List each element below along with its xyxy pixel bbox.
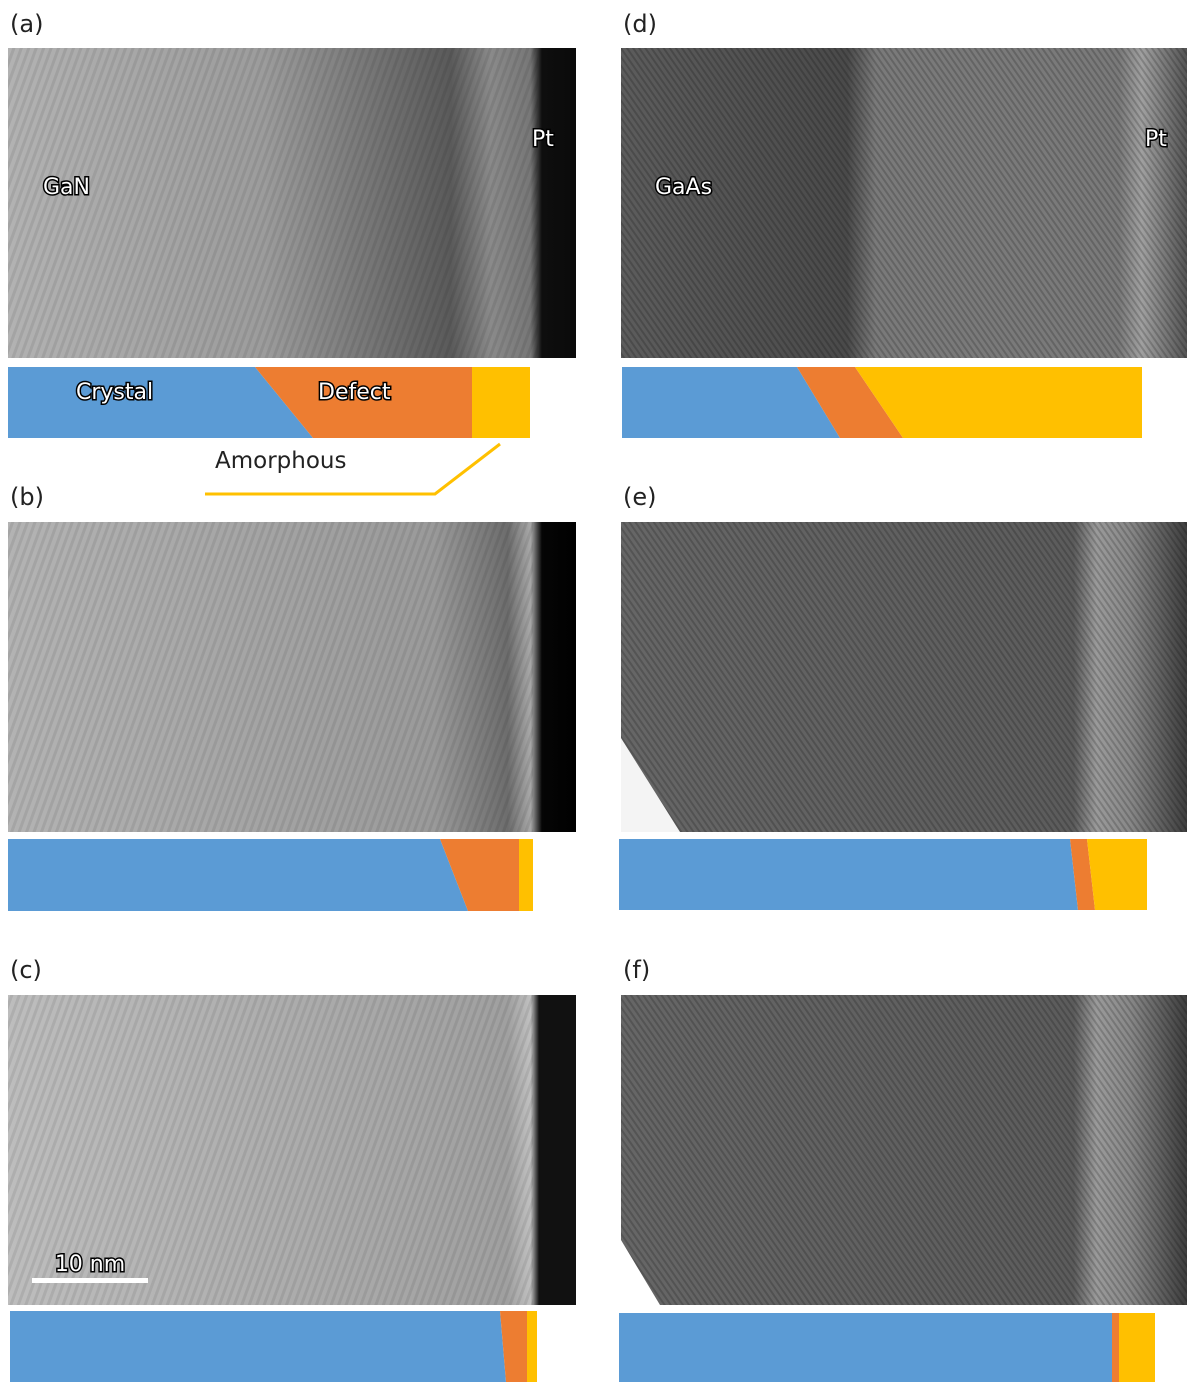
figure: (a) (b) (c) (d) (e) (f) GaN Pt GaAs Pt 1…: [0, 0, 1187, 1382]
cap-label: Pt: [532, 127, 554, 152]
cap-label: Pt: [1145, 127, 1167, 152]
tem-image: [621, 995, 1187, 1305]
legend-label: Defect: [318, 380, 391, 405]
material-label: GaN: [43, 175, 90, 200]
panel-label: (a): [10, 10, 43, 38]
layer-bar: [619, 1313, 1155, 1382]
tem-image: [621, 48, 1187, 358]
panel-label: (e): [623, 483, 657, 511]
panel-label: (f): [623, 956, 650, 984]
scale-bar-label: 10 nm: [55, 1252, 125, 1277]
layer-bar: [622, 367, 1142, 438]
legend-label: Amorphous: [215, 448, 346, 474]
material-label: GaAs: [655, 175, 712, 200]
tem-image: [621, 522, 1187, 832]
tem-image: [8, 48, 576, 358]
legend-label: Crystal: [76, 380, 153, 405]
panel-label: (b): [10, 483, 44, 511]
layer-bar: [10, 1311, 537, 1382]
layer-bar: [8, 839, 533, 911]
panel-label: (d): [623, 10, 657, 38]
page: (a) (b) (c) (d) (e) (f) GaN Pt GaAs Pt 1…: [0, 0, 1187, 1382]
panel-label: (c): [10, 956, 42, 984]
tem-image: [8, 522, 576, 832]
layer-bar: [619, 839, 1147, 910]
